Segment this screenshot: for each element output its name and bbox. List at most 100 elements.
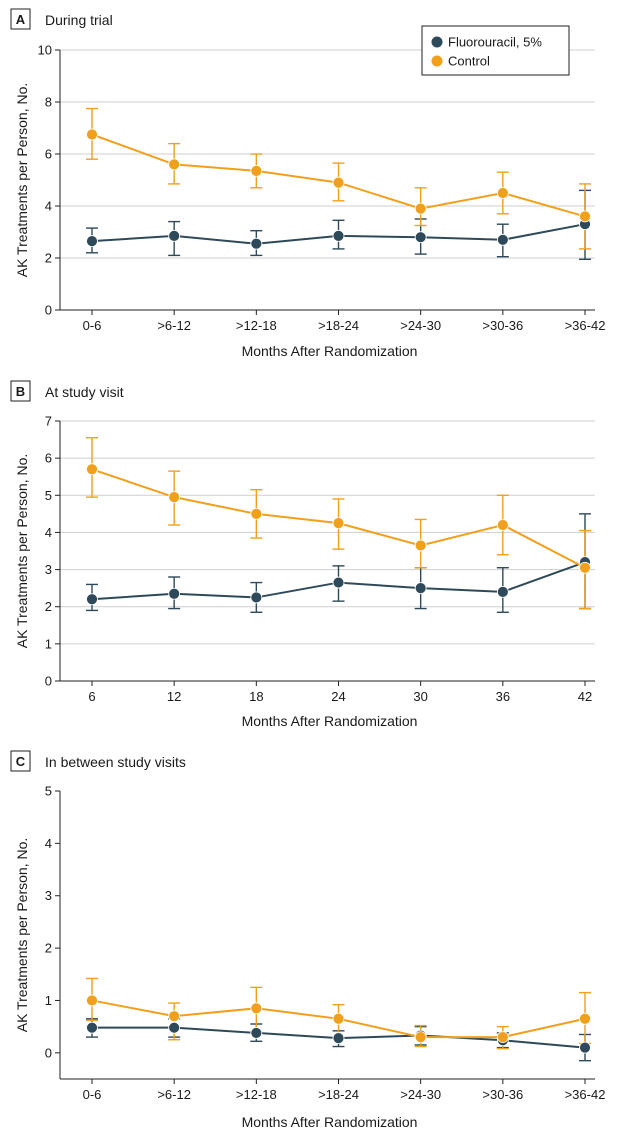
y-tick-label: 2 [45,941,52,956]
data-point [332,229,345,242]
data-point [86,128,98,141]
x-tick-label: >12-18 [236,318,277,333]
legend: Fluorouracil, 5% Control [421,25,570,76]
data-point [579,1012,591,1025]
panel-letter-box [10,750,31,772]
panel-letter: C [16,754,26,769]
data-point [332,517,345,530]
x-tick-label: >18-24 [318,318,359,333]
data-point [496,585,509,598]
data-point [86,994,98,1007]
x-tick-label: >6-12 [157,318,191,333]
panel-title: In between study visits [45,754,186,770]
y-tick-label: 0 [45,1045,52,1060]
data-point [579,561,591,574]
panel-letter: A [16,12,26,27]
x-tick-label: >36-42 [565,318,606,333]
y-tick-label: 0 [45,674,52,689]
x-axis-title: Months After Randomization [242,713,418,729]
x-tick-label: >30-36 [482,1087,523,1102]
data-point [168,587,181,600]
y-tick-label: 4 [45,199,52,214]
x-axis-title: Months After Randomization [242,343,418,359]
x-tick-label: >18-24 [318,1087,359,1102]
y-tick-label: 1 [45,993,52,1008]
y-tick-label: 5 [45,488,52,503]
y-tick-label: 2 [45,251,52,266]
data-point [250,507,263,520]
data-point [332,1032,345,1045]
data-point [86,593,98,606]
data-point [496,187,509,199]
y-axis-title: AK Treatments per Person, No. [14,83,30,278]
data-point [250,164,263,177]
x-tick-label: 42 [578,689,592,704]
data-point [414,582,427,595]
y-tick-label: 2 [45,599,52,614]
data-point [86,1021,98,1034]
data-point [579,210,591,223]
x-tick-label: >36-42 [565,1087,606,1102]
x-tick-label: 12 [167,689,181,704]
data-point [168,158,181,171]
y-tick-label: 0 [45,303,52,318]
panel-letter-box [10,380,31,402]
x-tick-label: 0-6 [83,1087,102,1102]
data-point [168,229,181,242]
y-tick-label: 7 [45,414,52,429]
data-point [496,519,509,531]
panel-letter-box [10,8,31,30]
x-tick-label: 30 [413,689,427,704]
y-tick-label: 5 [45,784,52,799]
data-point [168,1021,181,1034]
data-point [414,539,427,552]
legend-marker [431,55,443,67]
y-tick-label: 1 [45,636,52,651]
x-tick-label: >30-36 [482,318,523,333]
y-tick-label: 4 [45,525,52,540]
y-tick-label: 6 [45,451,52,466]
x-tick-label: 24 [331,689,345,704]
panel-letter: B [16,384,25,399]
legend-label: Control [448,54,490,69]
y-axis-title: AK Treatments per Person, No. [14,838,30,1033]
y-tick-label: 4 [45,836,52,851]
data-point [250,591,263,604]
x-tick-label: >6-12 [157,1087,191,1102]
x-tick-label: 36 [496,689,510,704]
data-point [414,202,427,215]
x-tick-label: 18 [249,689,263,704]
chart-panel-c: C In between study visits 0 1 2 3 4 5 0-6 >6-12 >1… [10,750,606,1130]
y-tick-label: 6 [45,147,52,162]
data-point [332,176,345,189]
y-tick-label: 3 [45,888,52,903]
data-point [496,233,509,246]
data-point [579,1041,591,1054]
data-point [168,1010,181,1023]
data-point [332,576,345,589]
y-tick-label: 8 [45,95,52,110]
x-tick-label: >24-30 [400,1087,441,1102]
data-point [86,235,98,248]
y-tick-label: 10 [38,43,52,58]
data-point [496,1031,509,1044]
data-point [414,231,427,244]
x-tick-label: 0-6 [83,318,102,333]
chart-panel-a: A During trial 0 2 4 6 8 10 0-6 >6-12 >12-18 >18-24… [10,8,606,359]
data-point [168,491,181,504]
data-point [332,1012,345,1025]
y-tick-label: 3 [45,562,52,577]
legend-marker [431,36,443,48]
x-tick-label: >24-30 [400,318,441,333]
x-axis-title: Months After Randomization [242,1114,418,1130]
data-point [86,463,98,476]
x-tick-label: >12-18 [236,1087,277,1102]
legend-box [421,25,570,76]
data-point [250,1002,263,1015]
legend-label: Fluorouracil, 5% [448,35,542,50]
data-point [250,1027,263,1039]
panel-title: During trial [45,12,113,28]
x-tick-label: 6 [88,689,95,704]
